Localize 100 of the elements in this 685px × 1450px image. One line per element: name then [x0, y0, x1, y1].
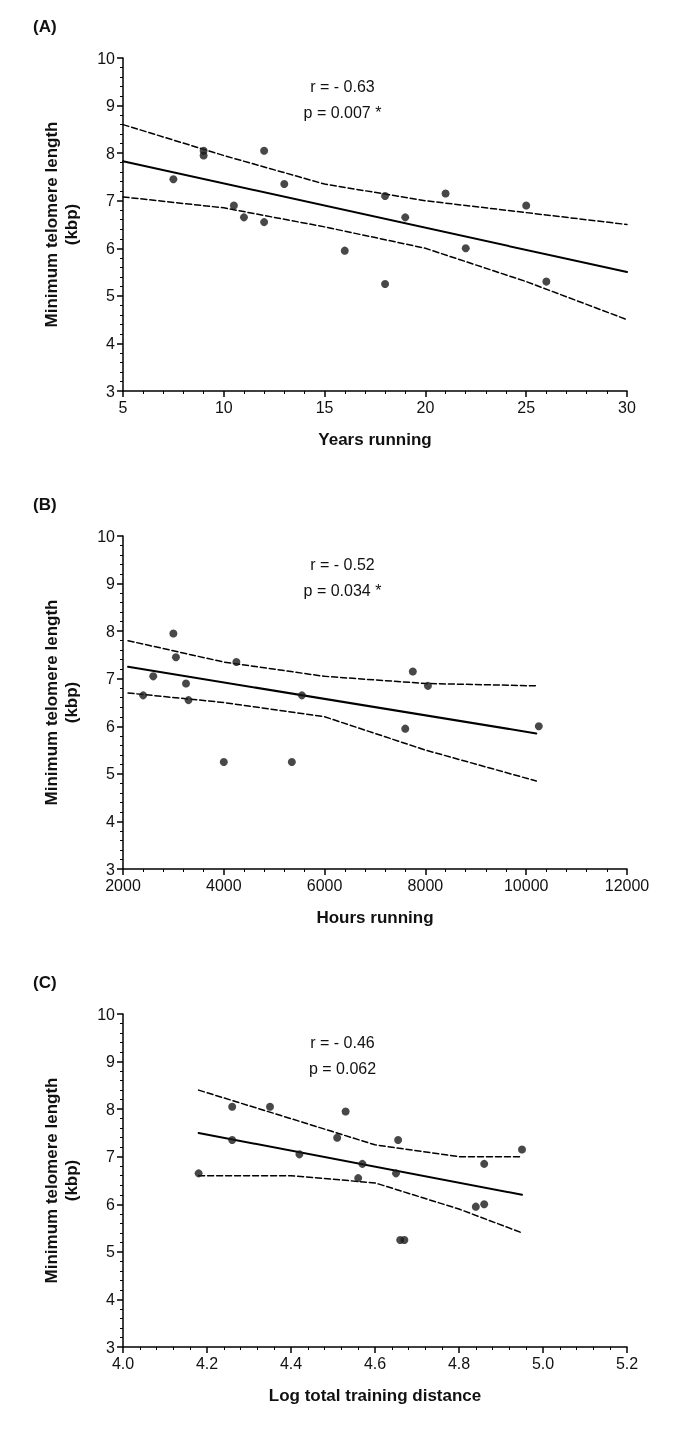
- point: [232, 658, 241, 667]
- point: [394, 1136, 403, 1145]
- x-tick-label: 5: [118, 398, 128, 416]
- point: [471, 1202, 480, 1211]
- point: [480, 1200, 489, 1209]
- annotation: r = - 0.63: [310, 77, 375, 95]
- y-tick-label: 6: [106, 1195, 116, 1213]
- y-tick-label: 10: [97, 527, 116, 545]
- point: [354, 1174, 363, 1183]
- point: [392, 1169, 400, 1178]
- x-tick-label: 4.6: [363, 1354, 387, 1372]
- y-tick-label: 4: [106, 812, 116, 830]
- x-tick-label: 15: [315, 398, 334, 416]
- point: [280, 180, 289, 189]
- point: [228, 1136, 237, 1145]
- point: [260, 146, 269, 155]
- y-tick-label: 7: [106, 1148, 116, 1166]
- point: [401, 213, 410, 222]
- y-tick-label: 4: [106, 334, 116, 352]
- point: [333, 1133, 342, 1142]
- point: [139, 691, 148, 700]
- point: [184, 696, 193, 705]
- point: [400, 1235, 409, 1244]
- x-tick-label: 10: [214, 398, 233, 416]
- point: [358, 1159, 367, 1168]
- x-tick-label: 20: [416, 398, 435, 416]
- x-tick-label: 6000: [306, 876, 343, 894]
- y-tick-label: 5: [106, 1243, 116, 1261]
- point: [542, 277, 551, 286]
- chart-title: (A): [33, 17, 57, 36]
- point: [171, 653, 180, 662]
- point: [518, 1145, 526, 1154]
- y-tick-label: 4: [106, 1290, 116, 1308]
- point: [381, 279, 390, 288]
- x-tick-label: 25: [517, 398, 536, 416]
- point: [194, 1169, 203, 1178]
- x-tick-label: 12000: [604, 876, 650, 894]
- point: [239, 213, 248, 222]
- x-axis-title: Log total training distance: [268, 1385, 482, 1405]
- y-axis-title: Minimum telomere length (kbp): [41, 599, 81, 806]
- point: [260, 218, 269, 227]
- y-tick-label: 7: [106, 670, 116, 688]
- point: [534, 722, 543, 731]
- point: [169, 175, 178, 184]
- y-tick-label: 8: [106, 622, 116, 640]
- point: [522, 201, 531, 210]
- point: [219, 757, 228, 766]
- point: [295, 1150, 304, 1159]
- point: [423, 681, 432, 690]
- y-tick-label: 8: [106, 144, 116, 162]
- point: [182, 679, 190, 688]
- annotation: p = 0.062: [308, 1059, 377, 1077]
- y-tick-label: 5: [106, 287, 116, 305]
- y-tick-label: 10: [97, 49, 116, 67]
- y-tick-label: 10: [97, 1005, 116, 1023]
- point: [461, 244, 470, 253]
- point: [381, 191, 390, 200]
- point: [297, 691, 306, 700]
- point: [229, 201, 238, 210]
- point: [408, 667, 417, 676]
- x-axis-title: Hours running: [316, 907, 434, 927]
- y-tick-label: 9: [106, 575, 116, 593]
- x-tick-label: 30: [618, 398, 636, 416]
- point: [228, 1102, 237, 1111]
- point: [149, 672, 158, 681]
- y-axis-title: Minimum telomere length (kbp): [41, 1077, 81, 1284]
- annotation: r = - 0.46: [310, 1033, 375, 1051]
- x-tick-label: 4.4: [279, 1354, 303, 1372]
- y-tick-label: 6: [106, 239, 116, 257]
- point: [287, 757, 296, 766]
- point: [480, 1159, 489, 1168]
- x-tick-label: 8000: [407, 876, 444, 894]
- point: [341, 1107, 350, 1116]
- y-tick-label: 3: [106, 860, 116, 878]
- x-tick-label: 4.8: [447, 1354, 471, 1372]
- y-tick-label: 9: [106, 97, 116, 115]
- y-tick-label: 8: [106, 1100, 116, 1118]
- x-tick-label: 4.2: [195, 1354, 219, 1372]
- point: [199, 151, 208, 160]
- x-axis-title: Years running: [318, 429, 432, 449]
- y-tick-label: 5: [106, 765, 116, 783]
- point: [266, 1102, 274, 1111]
- y-tick-label: 9: [106, 1053, 116, 1071]
- x-tick-label: 10000: [503, 876, 549, 894]
- x-tick-label: 5.2: [615, 1354, 639, 1372]
- x-tick-label: 4.0: [111, 1354, 135, 1372]
- point: [169, 629, 178, 638]
- line-series: [197, 1089, 523, 1158]
- chart-title: (C): [33, 973, 57, 992]
- point: [441, 189, 450, 198]
- x-tick-label: 5.0: [531, 1354, 555, 1372]
- y-tick-label: 6: [106, 717, 116, 735]
- point: [401, 724, 410, 733]
- annotation: r = - 0.52: [310, 555, 375, 573]
- y-tick-label: 3: [106, 382, 116, 400]
- line-series: [127, 692, 538, 782]
- x-tick-label: 2000: [105, 876, 141, 894]
- point: [340, 246, 349, 255]
- y-tick-label: 7: [106, 192, 116, 210]
- y-axis-title: Minimum telomere length (kbp): [41, 121, 81, 328]
